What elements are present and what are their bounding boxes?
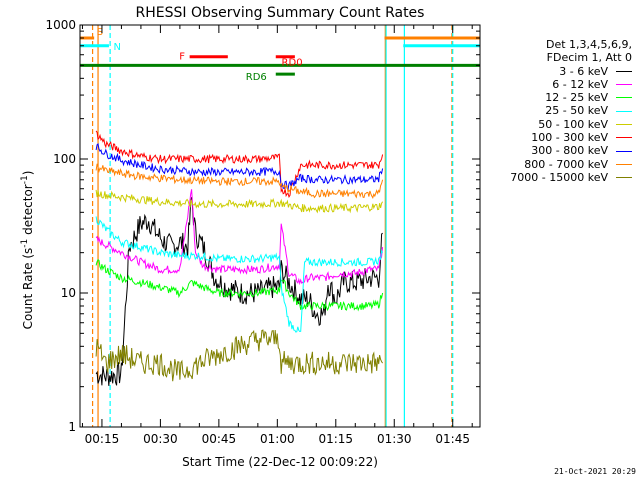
legend-entry-label: 3 - 6 keV <box>559 64 608 78</box>
legend-entry: 6 - 12 keV <box>462 78 632 91</box>
y-axis-label: Count Rate (s-1 detector-1) <box>20 171 35 330</box>
legend-swatch <box>616 97 632 99</box>
legend-header-2-text: FDecim 1, Att 0 <box>546 51 632 65</box>
series-line <box>95 189 384 214</box>
legend-header-1: Det 1,3,4,5,6,9, <box>462 38 632 51</box>
y-axis-label-sup2: -1 <box>20 175 30 184</box>
series-line <box>95 163 384 199</box>
legend-swatch <box>616 123 632 125</box>
series-line <box>95 130 384 198</box>
x-tick-label: 01:00 <box>260 432 295 446</box>
x-tick-label: 01:30 <box>377 432 412 446</box>
flag-label: RD0 <box>282 58 303 69</box>
legend-entry: 800 - 7000 keV <box>462 158 632 171</box>
legend-entry: 100 - 300 keV <box>462 131 632 144</box>
legend-entry-label: 12 - 25 keV <box>545 91 608 105</box>
legend-swatch <box>616 137 632 139</box>
series-line <box>95 329 384 382</box>
legend-header-1-text: Det 1,3,4,5,6,9, <box>545 38 632 51</box>
flag-label: S <box>97 27 103 38</box>
plot-area: SN F RD0 RD6 <box>80 25 480 427</box>
y-tick-label: 1 <box>68 420 76 434</box>
x-tick-label: 00:30 <box>143 432 178 446</box>
x-tick-label: 00:15 <box>85 432 120 446</box>
x-tick-label: 01:45 <box>435 432 470 446</box>
legend-entry-label: 50 - 100 keV <box>538 117 608 131</box>
axes: 1 10 100 1000 00:15 00:30 00:45 01:00 01:15 01:30… <box>45 18 480 446</box>
legend-entry: 25 - 50 keV <box>462 104 632 117</box>
y-axis-label-mid: detector <box>21 184 35 239</box>
y-axis-label-end: ) <box>21 171 35 176</box>
legend-swatch <box>616 84 632 86</box>
legend-entry: 300 - 800 keV <box>462 144 632 157</box>
x-tick-label: 00:45 <box>202 432 237 446</box>
legend: Det 1,3,4,5,6,9, FDecim 1, Att 0 3 - 6 k… <box>462 38 632 184</box>
legend-entry-label: 6 - 12 keV <box>552 77 608 91</box>
series-line <box>95 197 383 386</box>
series-line <box>95 258 384 312</box>
y-tick-label: 10 <box>61 286 76 300</box>
flag-label: RD6 <box>246 72 267 83</box>
y-axis-label-main: Count Rate (s <box>21 248 35 330</box>
flag-label: F <box>179 52 185 63</box>
legend-swatch <box>616 70 632 72</box>
legend-entry: 50 - 100 keV <box>462 118 632 131</box>
x-axis-label: Start Time (22-Dec-12 00:09:22) <box>182 455 378 469</box>
legend-entry-label: 7000 - 15000 keV <box>510 170 608 184</box>
legend-entry-label: 800 - 7000 keV <box>524 157 608 171</box>
legend-header-2: FDecim 1, Att 0 <box>462 51 632 64</box>
x-tick-label: 01:15 <box>318 432 353 446</box>
series-line <box>95 189 384 286</box>
footer-timestamp: 21-Oct-2021 20:29 <box>554 467 636 476</box>
legend-swatch <box>616 163 632 165</box>
chart-title: RHESSI Observing Summary Count Rates <box>136 5 425 21</box>
legend-swatch <box>616 110 632 112</box>
legend-entry: 7000 - 15000 keV <box>462 171 632 184</box>
legend-entry-label: 100 - 300 keV <box>531 131 608 145</box>
series-line <box>95 142 384 191</box>
legend-entry: 12 - 25 keV <box>462 91 632 104</box>
legend-entry-label: 300 - 800 keV <box>531 144 608 158</box>
legend-swatch <box>616 150 632 152</box>
legend-swatch <box>616 177 632 179</box>
flag-label: N <box>114 42 121 53</box>
series-line <box>95 216 384 333</box>
y-tick-label: 1000 <box>45 18 76 32</box>
legend-entry: 3 - 6 keV <box>462 65 632 78</box>
legend-entry-label: 25 - 50 keV <box>545 104 608 118</box>
legend-entries: 3 - 6 keV 6 - 12 keV 12 - 25 keV 25 - 50 ke… <box>462 65 632 185</box>
plot-frame <box>79 24 481 428</box>
y-tick-label: 100 <box>53 152 76 166</box>
y-axis-label-sup1: -1 <box>20 239 30 248</box>
